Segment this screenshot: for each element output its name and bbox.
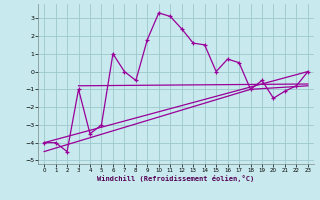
X-axis label: Windchill (Refroidissement éolien,°C): Windchill (Refroidissement éolien,°C) xyxy=(97,175,255,182)
